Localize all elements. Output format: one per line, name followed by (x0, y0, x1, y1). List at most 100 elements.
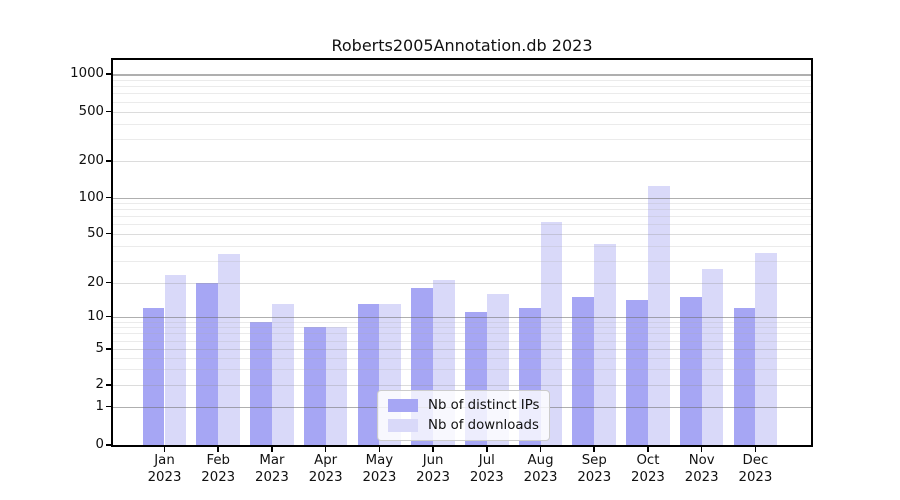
x-tick-mark (378, 447, 381, 452)
y-tick-mark (106, 281, 111, 284)
bar-downloads-oct (647, 185, 670, 445)
gridline-8 (113, 327, 811, 329)
bar-downloads-dec (755, 252, 778, 445)
y-tick-mark (106, 232, 111, 235)
bar-ips-mar (250, 321, 272, 445)
x-tick-mark (647, 447, 649, 452)
x-tick-mark (217, 447, 219, 452)
x-tick-mark (324, 447, 327, 452)
gridline-90 (113, 203, 811, 205)
y-tick-label-1000: 1000 (70, 66, 104, 81)
plot-area: Nb of distinct IPs Nb of downloads (111, 58, 813, 447)
gridline-9 (113, 321, 811, 323)
gridline-6 (113, 340, 811, 342)
gridline-900 (113, 79, 811, 81)
bar-downloads-feb (218, 254, 241, 445)
legend-label-distinct-ips: Nb of distinct IPs (428, 398, 540, 413)
bar-downloads-jan (164, 275, 187, 445)
x-tick-label-year: 2023 (147, 470, 182, 485)
x-tick-label-year: 2023 (362, 470, 397, 485)
bar-ips-feb (196, 282, 219, 445)
x-tick-label-year: 2023 (469, 470, 504, 485)
x-tick-label-year: 2023 (577, 470, 612, 485)
x-tick-mark (486, 447, 488, 452)
gridline-3 (113, 369, 811, 371)
x-tick-label-aug: Aug 2023 (509, 452, 573, 486)
x-tick-label-year: 2023 (255, 470, 289, 485)
legend-label-downloads: Nb of downloads (428, 418, 539, 433)
gridline-1000 (113, 74, 811, 76)
bar-ips-oct (626, 300, 648, 445)
gridline-7 (113, 333, 811, 335)
x-tick-label-oct: Oct 2023 (616, 452, 680, 486)
gridline-700 (113, 93, 811, 95)
y-tick-mark (106, 405, 111, 408)
bar-ips-apr (303, 327, 326, 445)
y-tick-mark (106, 348, 111, 350)
x-tick-mark (700, 447, 703, 452)
y-tick-mark (106, 110, 111, 113)
y-tick-label-50: 50 (87, 225, 104, 241)
y-tick-mark (106, 73, 111, 75)
x-tick-label-jul: Jul 2023 (455, 452, 519, 486)
x-tick-mark (754, 447, 757, 452)
bar-downloads-aug (540, 221, 563, 445)
bar-downloads-sep (594, 244, 617, 445)
x-tick-label-feb: Feb 2023 (186, 452, 250, 486)
gridline-500 (113, 111, 811, 113)
x-tick-label-year: 2023 (201, 470, 236, 485)
bar-ips-sep (572, 296, 595, 445)
y-tick-label-5: 5 (95, 341, 104, 356)
x-tick-label-apr: Apr 2023 (294, 452, 358, 486)
x-tick-mark (163, 447, 166, 452)
gridline-5 (113, 349, 811, 351)
x-tick-label-year: 2023 (308, 470, 343, 485)
y-tick-mark (106, 384, 111, 386)
x-tick-mark (539, 447, 542, 452)
x-tick-mark (593, 447, 596, 452)
x-tick-label-year: 2023 (738, 470, 773, 485)
x-tick-label-jan: Jan 2023 (133, 452, 197, 486)
x-tick-mark (271, 447, 273, 452)
y-tick-mark (106, 196, 111, 199)
gridline-2 (113, 385, 811, 387)
y-tick-label-200: 200 (78, 153, 104, 168)
x-tick-label-year: 2023 (416, 470, 451, 485)
gridline-50 (113, 233, 811, 235)
x-tick-mark (432, 447, 434, 452)
gridline-800 (113, 86, 811, 88)
gridline-4 (113, 357, 811, 359)
x-tick-label-may: May 2023 (347, 452, 411, 486)
legend-swatch-downloads (388, 419, 418, 432)
x-tick-label-sep: Sep 2023 (562, 452, 626, 486)
x-tick-label-year: 2023 (684, 470, 719, 485)
gridline-60 (113, 224, 811, 226)
gridline-200 (113, 161, 811, 163)
gridline-400 (113, 123, 811, 125)
legend-item-distinct-ips: Nb of distinct IPs (388, 398, 539, 413)
legend: Nb of distinct IPs Nb of downloads (377, 390, 551, 441)
bar-downloads-apr (325, 327, 348, 445)
y-tick-label-500: 500 (78, 103, 104, 119)
legend-swatch-distinct-ips (388, 399, 418, 412)
y-tick-label-2: 2 (95, 377, 104, 392)
gridline-100 (113, 197, 811, 200)
legend-item-downloads: Nb of downloads (388, 418, 539, 433)
gridline-80 (113, 209, 811, 211)
x-tick-label-year: 2023 (523, 470, 558, 485)
y-tick-mark (106, 160, 111, 162)
gridline-10 (113, 316, 811, 319)
bar-ips-nov (679, 296, 702, 445)
y-tick-mark (106, 444, 111, 446)
y-tick-label-20: 20 (87, 274, 104, 290)
y-tick-label-100: 100 (78, 189, 104, 205)
bar-ips-jan (142, 307, 165, 445)
x-tick-label-dec: Dec 2023 (723, 452, 787, 486)
chart-title: Roberts2005Annotation.db 2023 (331, 36, 593, 55)
gridline-40 (113, 245, 811, 247)
gridline-600 (113, 101, 811, 103)
bar-downloads-nov (701, 268, 724, 445)
y-tick-label-0: 0 (95, 437, 104, 452)
gridline-30 (113, 261, 811, 263)
